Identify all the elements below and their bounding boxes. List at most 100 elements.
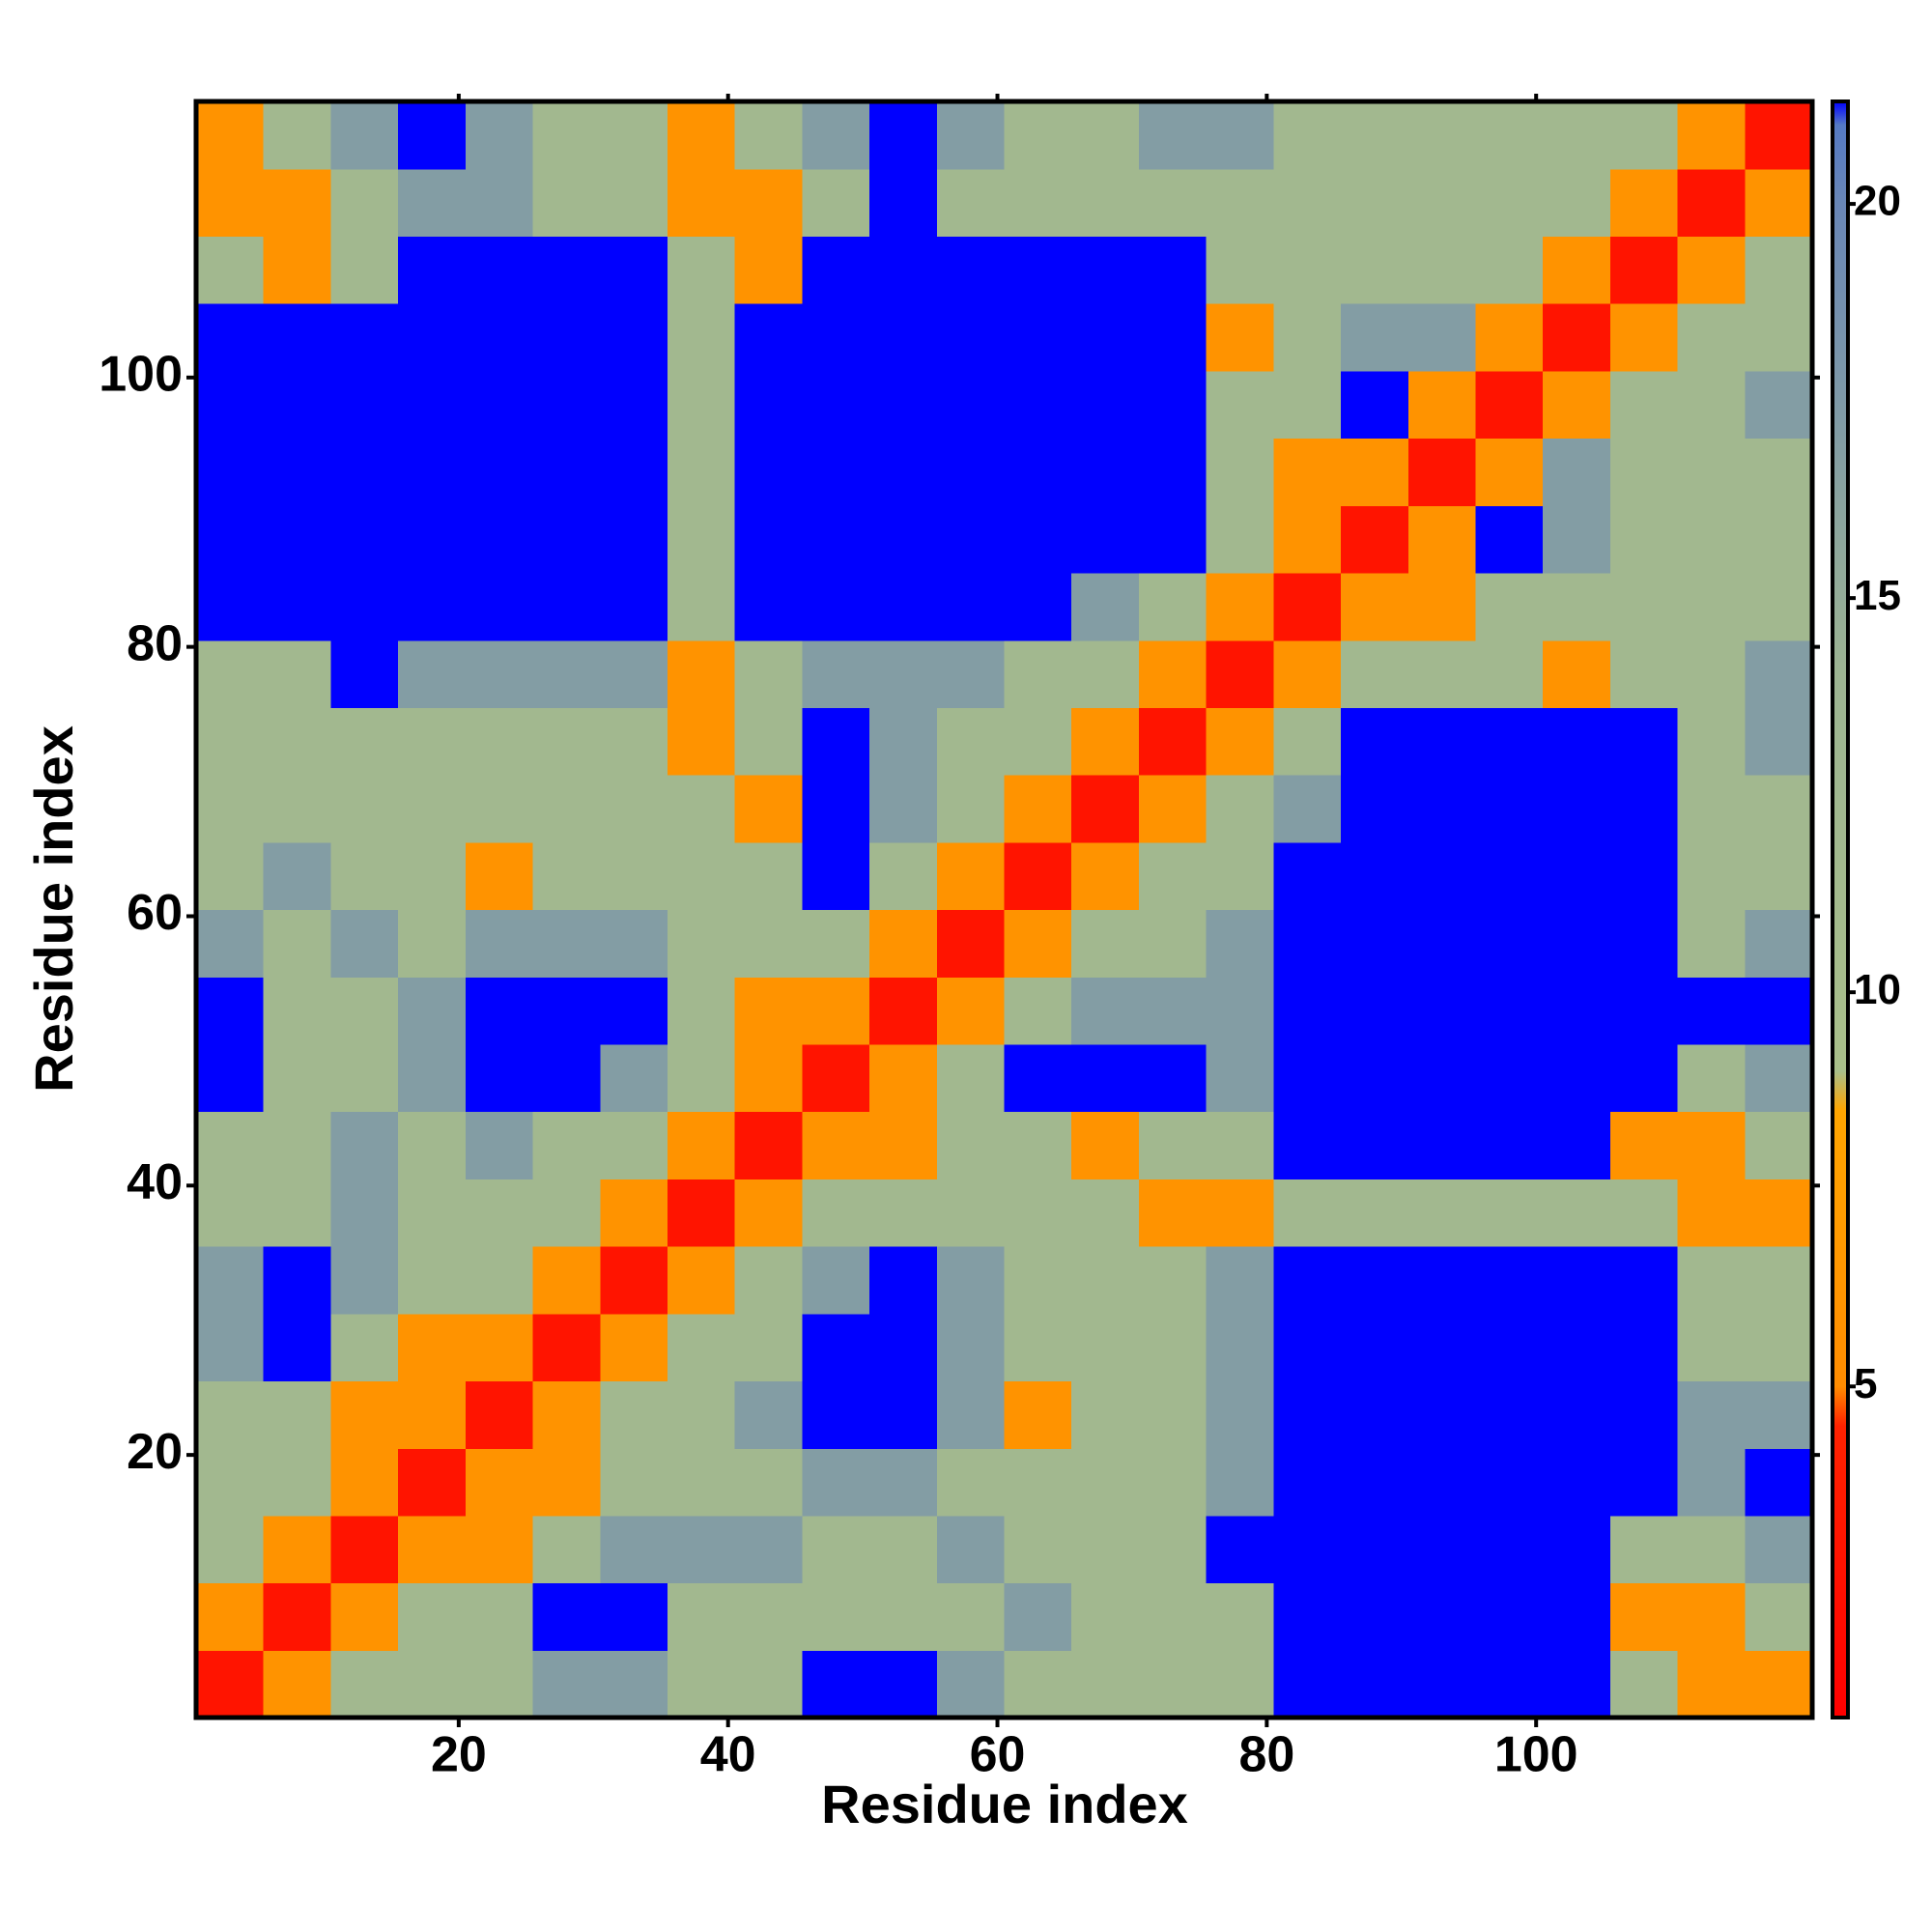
heatmap-cell xyxy=(330,1246,399,1315)
heatmap-cell xyxy=(936,505,1006,574)
heatmap-cell xyxy=(1004,841,1072,911)
heatmap-cell xyxy=(1273,505,1342,574)
heatmap-cell xyxy=(1609,1650,1679,1719)
heatmap-cell xyxy=(465,1111,534,1179)
heatmap-cell xyxy=(1273,1515,1342,1584)
heatmap-cell xyxy=(1407,909,1477,978)
heatmap-cell xyxy=(1543,1246,1611,1315)
heatmap-cell xyxy=(1138,1179,1208,1247)
heatmap-cell xyxy=(196,1515,265,1584)
heatmap-cell xyxy=(398,1111,467,1179)
heatmap-cell xyxy=(1677,1043,1746,1113)
heatmap-cell xyxy=(196,1313,265,1382)
heatmap-cell xyxy=(1609,505,1679,574)
y-axis-title: Residue index xyxy=(23,725,84,1093)
heatmap-cell xyxy=(1475,977,1544,1045)
heatmap-cell xyxy=(667,1380,736,1449)
heatmap-cell xyxy=(600,505,668,574)
colorbar-tick-label: 5 xyxy=(1854,1360,1877,1407)
heatmap-cell xyxy=(1206,1448,1274,1517)
heatmap-cell xyxy=(869,1179,938,1247)
heatmap-cell xyxy=(936,438,1006,506)
heatmap-cell xyxy=(1745,1650,1813,1719)
heatmap-cell xyxy=(196,572,265,641)
heatmap-cell xyxy=(465,101,534,170)
heatmap-cell xyxy=(734,1582,803,1651)
heatmap-cell xyxy=(1543,1111,1611,1179)
heatmap-cell xyxy=(263,707,332,776)
heatmap-cell xyxy=(1677,168,1746,238)
heatmap-cell xyxy=(667,1313,736,1382)
heatmap-cell xyxy=(734,438,803,506)
heatmap-cell xyxy=(734,1515,803,1584)
colorbar-tick-label: 10 xyxy=(1854,966,1901,1013)
heatmap-cell xyxy=(1071,572,1140,641)
heatmap-cell xyxy=(1677,909,1746,978)
heatmap-cell xyxy=(1206,101,1274,170)
heatmap-cell xyxy=(802,1111,870,1179)
heatmap-cell xyxy=(734,370,803,440)
heatmap-cell xyxy=(1206,707,1274,776)
heatmap-cell xyxy=(734,101,803,170)
heatmap-cell xyxy=(1543,303,1611,372)
heatmap-cell xyxy=(1004,1111,1072,1179)
heatmap-cell xyxy=(600,1380,668,1449)
heatmap-cell xyxy=(1206,505,1274,574)
heatmap-cell xyxy=(936,370,1006,440)
heatmap-cell xyxy=(802,1650,870,1719)
heatmap-cell xyxy=(1206,1515,1274,1584)
heatmap-cell xyxy=(802,775,870,843)
heatmap-cell xyxy=(1206,303,1274,372)
heatmap-cell xyxy=(532,1515,601,1584)
heatmap-cell xyxy=(1138,505,1208,574)
heatmap-cell xyxy=(196,1111,265,1179)
heatmap-cell xyxy=(1609,1179,1679,1247)
heatmap-cell xyxy=(734,168,803,238)
heatmap-cell xyxy=(1273,977,1342,1045)
colorbar xyxy=(1831,99,1850,1719)
heatmap-cell xyxy=(465,1313,534,1382)
heatmap-cell xyxy=(1138,639,1208,708)
x-tick-label: 60 xyxy=(970,1727,1026,1783)
heatmap-cell xyxy=(330,505,399,574)
heatmap-cell xyxy=(263,1246,332,1315)
heatmap-cell xyxy=(936,775,1006,843)
heatmap-cell xyxy=(330,909,399,978)
heatmap-cell xyxy=(263,438,332,506)
heatmap-cell xyxy=(1341,438,1409,506)
heatmap-cell xyxy=(1004,1582,1072,1651)
heatmap-cell xyxy=(398,909,467,978)
heatmap-cell xyxy=(667,572,736,641)
heatmap-cell xyxy=(196,1246,265,1315)
heatmap-cell xyxy=(869,1246,938,1315)
heatmap-cell xyxy=(1273,707,1342,776)
heatmap-cell xyxy=(936,1515,1006,1584)
heatmap-cell xyxy=(802,572,870,641)
heatmap-cell xyxy=(398,1313,467,1382)
heatmap-cell xyxy=(1341,1246,1409,1315)
heatmap-cell xyxy=(600,1246,668,1315)
heatmap-cell xyxy=(1273,1111,1342,1179)
heatmap-cell xyxy=(869,1582,938,1651)
heatmap-cell xyxy=(1677,236,1746,304)
heatmap-cell xyxy=(802,505,870,574)
heatmap-cell xyxy=(600,909,668,978)
heatmap-cell xyxy=(196,909,265,978)
heatmap-cell xyxy=(1273,1179,1342,1247)
heatmap-cell xyxy=(330,168,399,238)
heatmap-cell xyxy=(1341,977,1409,1045)
heatmap-cell xyxy=(1004,1650,1072,1719)
heatmap-cell xyxy=(532,101,601,170)
heatmap-cell xyxy=(1407,101,1477,170)
heatmap-cell xyxy=(869,775,938,843)
heatmap-cell xyxy=(1004,1515,1072,1584)
heatmap-cell xyxy=(1206,370,1274,440)
x-tick-label: 40 xyxy=(700,1727,756,1783)
heatmap-cell xyxy=(1677,1650,1746,1719)
heatmap-cell xyxy=(1677,572,1746,641)
heatmap-cell xyxy=(869,1043,938,1113)
heatmap-cell xyxy=(1206,775,1274,843)
heatmap-cell xyxy=(802,909,870,978)
heatmap-cell xyxy=(1609,775,1679,843)
heatmap-cell xyxy=(667,1582,736,1651)
